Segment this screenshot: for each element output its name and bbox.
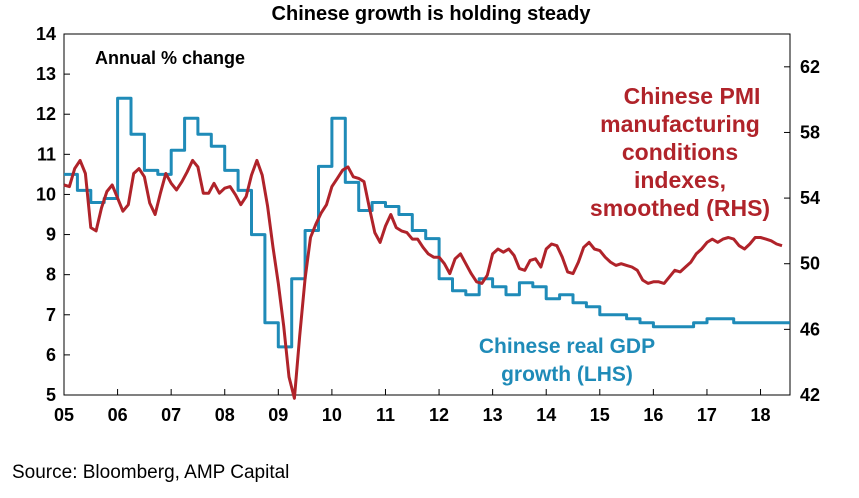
x-tick-label: 06 — [108, 405, 128, 425]
x-tick-label: 07 — [161, 405, 181, 425]
x-tick-label: 09 — [268, 405, 288, 425]
left-tick-label: 10 — [36, 184, 56, 204]
pmi-series-label: manufacturing — [600, 111, 760, 137]
x-tick-label: 12 — [429, 405, 449, 425]
right-tick-label: 50 — [800, 254, 820, 274]
left-tick-label: 5 — [46, 385, 56, 405]
chart-title: Chinese growth is holding steady — [272, 3, 592, 25]
x-tick-label: 16 — [643, 405, 663, 425]
series-line-pmi — [63, 158, 783, 400]
source-note: Source: Bloomberg, AMP Capital — [12, 462, 290, 483]
right-tick-label: 42 — [800, 385, 820, 405]
pmi-series-label: smoothed (RHS) — [590, 195, 770, 221]
series-labels: Chinese PMImanufacturingconditionsindexe… — [479, 83, 770, 386]
series-line-gdp — [64, 96, 790, 349]
x-tick-label: 11 — [376, 405, 395, 425]
x-tick-label: 18 — [751, 405, 771, 425]
axes: 5 6 7 8 9 10 11 12 13 14 42 46 50 54 58 62 05 06 07 08 09 10 1… — [36, 24, 820, 425]
right-tick-label: 54 — [800, 188, 820, 208]
plot-frame — [63, 33, 791, 396]
left-tick-label: 9 — [46, 225, 56, 245]
gdp-series-label: Chinese real GDP — [479, 335, 655, 358]
gdp-series-label: growth (LHS) — [501, 363, 633, 386]
left-tick-label: 12 — [36, 104, 56, 124]
right-tick-label: 46 — [800, 319, 820, 339]
x-tick-label: 14 — [536, 405, 556, 425]
left-tick-label: 8 — [46, 265, 56, 285]
pmi-series-label: indexes, — [634, 167, 726, 193]
series-lines — [63, 96, 790, 400]
right-tick-label: 62 — [800, 57, 820, 77]
left-tick-label: 6 — [46, 345, 56, 365]
left-tick-label: 7 — [46, 305, 56, 325]
x-tick-label: 10 — [322, 405, 342, 425]
annotation: Annual % change — [95, 48, 245, 68]
pmi-series-label: conditions — [622, 139, 738, 165]
pmi-series-label: Chinese PMI — [624, 83, 761, 109]
right-tick-label: 58 — [800, 122, 820, 142]
left-tick-label: 14 — [36, 24, 56, 44]
x-tick-label: 17 — [697, 405, 717, 425]
x-tick-label: 13 — [483, 405, 503, 425]
left-tick-label: 11 — [37, 144, 56, 164]
left-tick-label: 13 — [36, 64, 56, 84]
x-tick-label: 05 — [54, 405, 74, 425]
chart: Chinese growth is holding steady Annual … — [36, 3, 820, 425]
x-tick-label: 15 — [590, 405, 610, 425]
x-tick-label: 08 — [215, 405, 235, 425]
